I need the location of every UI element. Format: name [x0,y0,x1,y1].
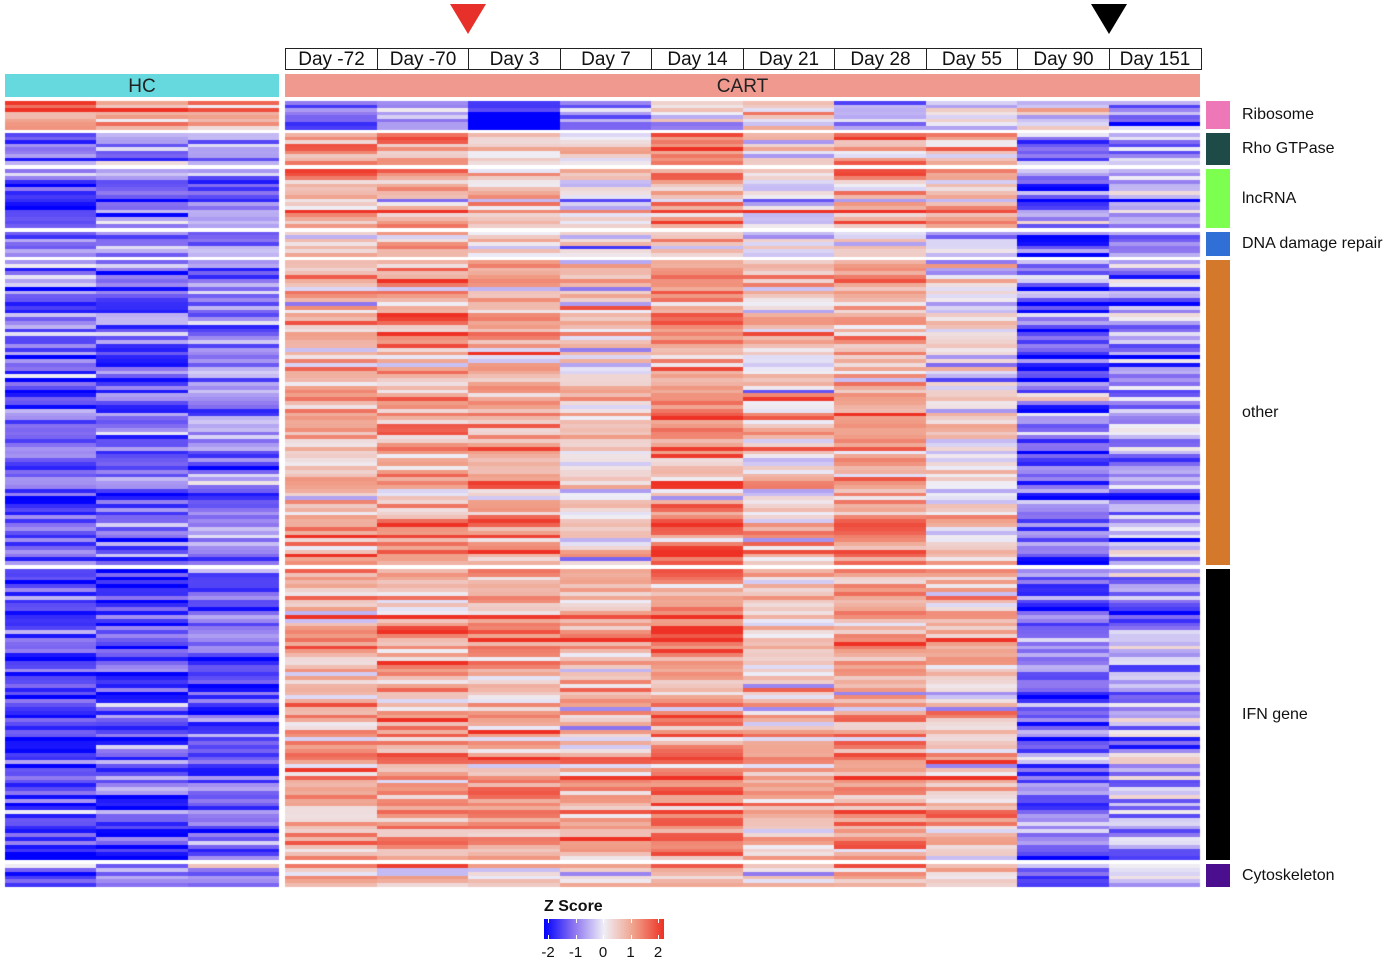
colorbar-tick-label: 2 [653,944,663,961]
colorbar-title: Z Score [544,898,603,915]
category-swatch [1206,133,1230,165]
colorbar-tick [630,919,632,923]
column-label: Day -70 [376,48,470,70]
column-label: Day 21 [742,48,836,70]
colorbar-tick [603,919,604,923]
colorbar-tick [603,935,604,939]
category-label: other [1242,403,1279,421]
colorbar [544,919,664,939]
category-swatch [1206,101,1230,129]
column-label: Day 55 [925,48,1019,70]
category-swatch [1206,569,1230,860]
category-label: Cytoskeleton [1242,866,1335,884]
category-label: DNA damage repair [1242,235,1383,252]
column-label: Day -72 [285,48,378,70]
category-label: lncRNA [1242,189,1297,207]
group-bar-cart: CART [285,74,1200,97]
column-label: Day 28 [834,48,927,70]
category-label: Ribosome [1242,106,1315,123]
category-swatch [1206,864,1230,887]
colorbar-tick-label: 1 [626,944,635,961]
colorbar-tick [575,919,577,923]
category-swatch [1206,232,1230,256]
timepoint-marker-icon [450,4,486,34]
column-label: Day 3 [468,48,561,70]
colorbar-tick [658,935,659,939]
column-label: Day 14 [651,48,744,70]
colorbar-tick [548,935,549,939]
column-label: Day 90 [1017,48,1110,70]
colorbar-tick [548,919,549,923]
colorbar-tick [658,919,659,923]
colorbar-tick [630,935,632,939]
group-bar-hc: HC [5,74,279,97]
category-swatch [1206,169,1230,228]
category-label: Rho GTPase [1242,140,1335,157]
colorbar-tick-label: -2 [541,944,555,961]
column-label: Day 151 [1108,48,1202,70]
column-label: Day 7 [559,48,653,70]
colorbar-tick-label: 0 [598,944,608,961]
category-swatch [1206,260,1230,565]
timepoint-marker-icon [1090,4,1127,34]
category-label: IFN gene [1242,705,1308,723]
colorbar-tick [575,935,577,939]
colorbar-tick-label: -1 [568,944,583,961]
